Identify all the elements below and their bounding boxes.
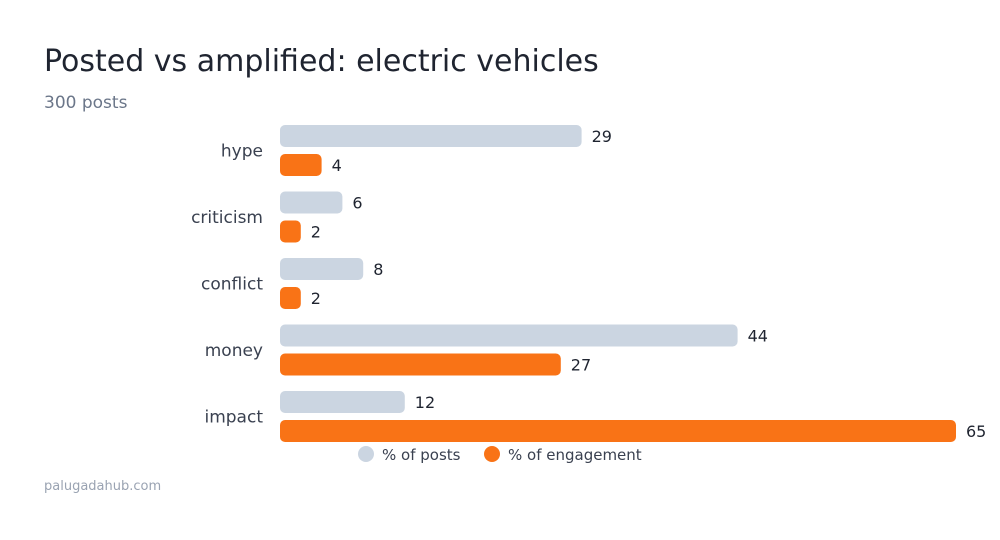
- posts-value-label: 8: [373, 260, 383, 279]
- engagement-value-label: 27: [571, 356, 591, 375]
- engagement-value-label: 4: [332, 156, 342, 175]
- posts-bar: [280, 258, 364, 280]
- posts-bar: [280, 391, 405, 413]
- legend-engagement-swatch: [484, 446, 500, 462]
- legend-engagement-label: % of engagement: [508, 446, 642, 464]
- chart-subtitle: 300 posts: [44, 93, 128, 113]
- posts-value-label: 29: [592, 127, 612, 146]
- posts-value-label: 6: [352, 194, 362, 213]
- posts-bar: [280, 324, 738, 347]
- engagement-bar: [280, 287, 301, 309]
- engagement-bar: [280, 353, 561, 376]
- engagement-bar: [280, 220, 301, 243]
- category-label: criticism: [191, 208, 263, 228]
- category-label: hype: [221, 142, 263, 162]
- category-label: money: [205, 341, 263, 361]
- engagement-value-label: 2: [311, 289, 321, 308]
- source-credit: palugadahub.com: [44, 479, 162, 494]
- engagement-value-label: 2: [311, 223, 321, 242]
- posts-value-label: 44: [748, 327, 768, 346]
- posts-value-label: 12: [415, 393, 435, 412]
- category-label: conflict: [201, 275, 263, 295]
- category-label: impact: [204, 408, 263, 428]
- engagement-bar: [280, 154, 322, 176]
- chart-title: Posted vs amplified: electric vehicles: [44, 44, 599, 79]
- posts-bar: [280, 191, 343, 214]
- legend-posts-label: % of posts: [382, 446, 461, 464]
- posts-bar: [280, 125, 582, 147]
- engagement-bar: [280, 420, 956, 442]
- legend-posts-swatch: [358, 446, 374, 462]
- engagement-value-label: 65: [966, 422, 986, 441]
